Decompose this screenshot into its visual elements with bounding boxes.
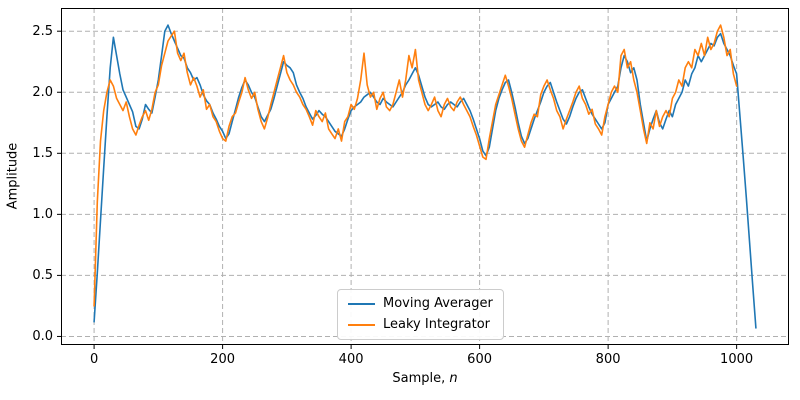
legend: Moving Averager Leaky Integrator xyxy=(337,289,504,340)
legend-item-leaky-integrator: Leaky Integrator xyxy=(348,317,493,333)
x-axis-label: Sample, n xyxy=(392,371,457,386)
legend-item-moving-averager: Moving Averager xyxy=(348,296,493,312)
series-line-moving-averager xyxy=(93,24,757,329)
legend-label-leaky-integrator: Leaky Integrator xyxy=(383,317,490,332)
legend-line-swatch-blue xyxy=(348,302,375,306)
x-axis-label-variable: n xyxy=(449,371,458,386)
plot-border xyxy=(61,8,789,345)
x-axis-label-text: Sample, xyxy=(392,371,450,386)
y-axis-label: Amplitude xyxy=(5,142,21,210)
series-line-leaky-integrator xyxy=(93,24,738,307)
legend-line-swatch-orange xyxy=(348,323,375,327)
legend-label-moving-averager: Moving Averager xyxy=(383,296,493,311)
